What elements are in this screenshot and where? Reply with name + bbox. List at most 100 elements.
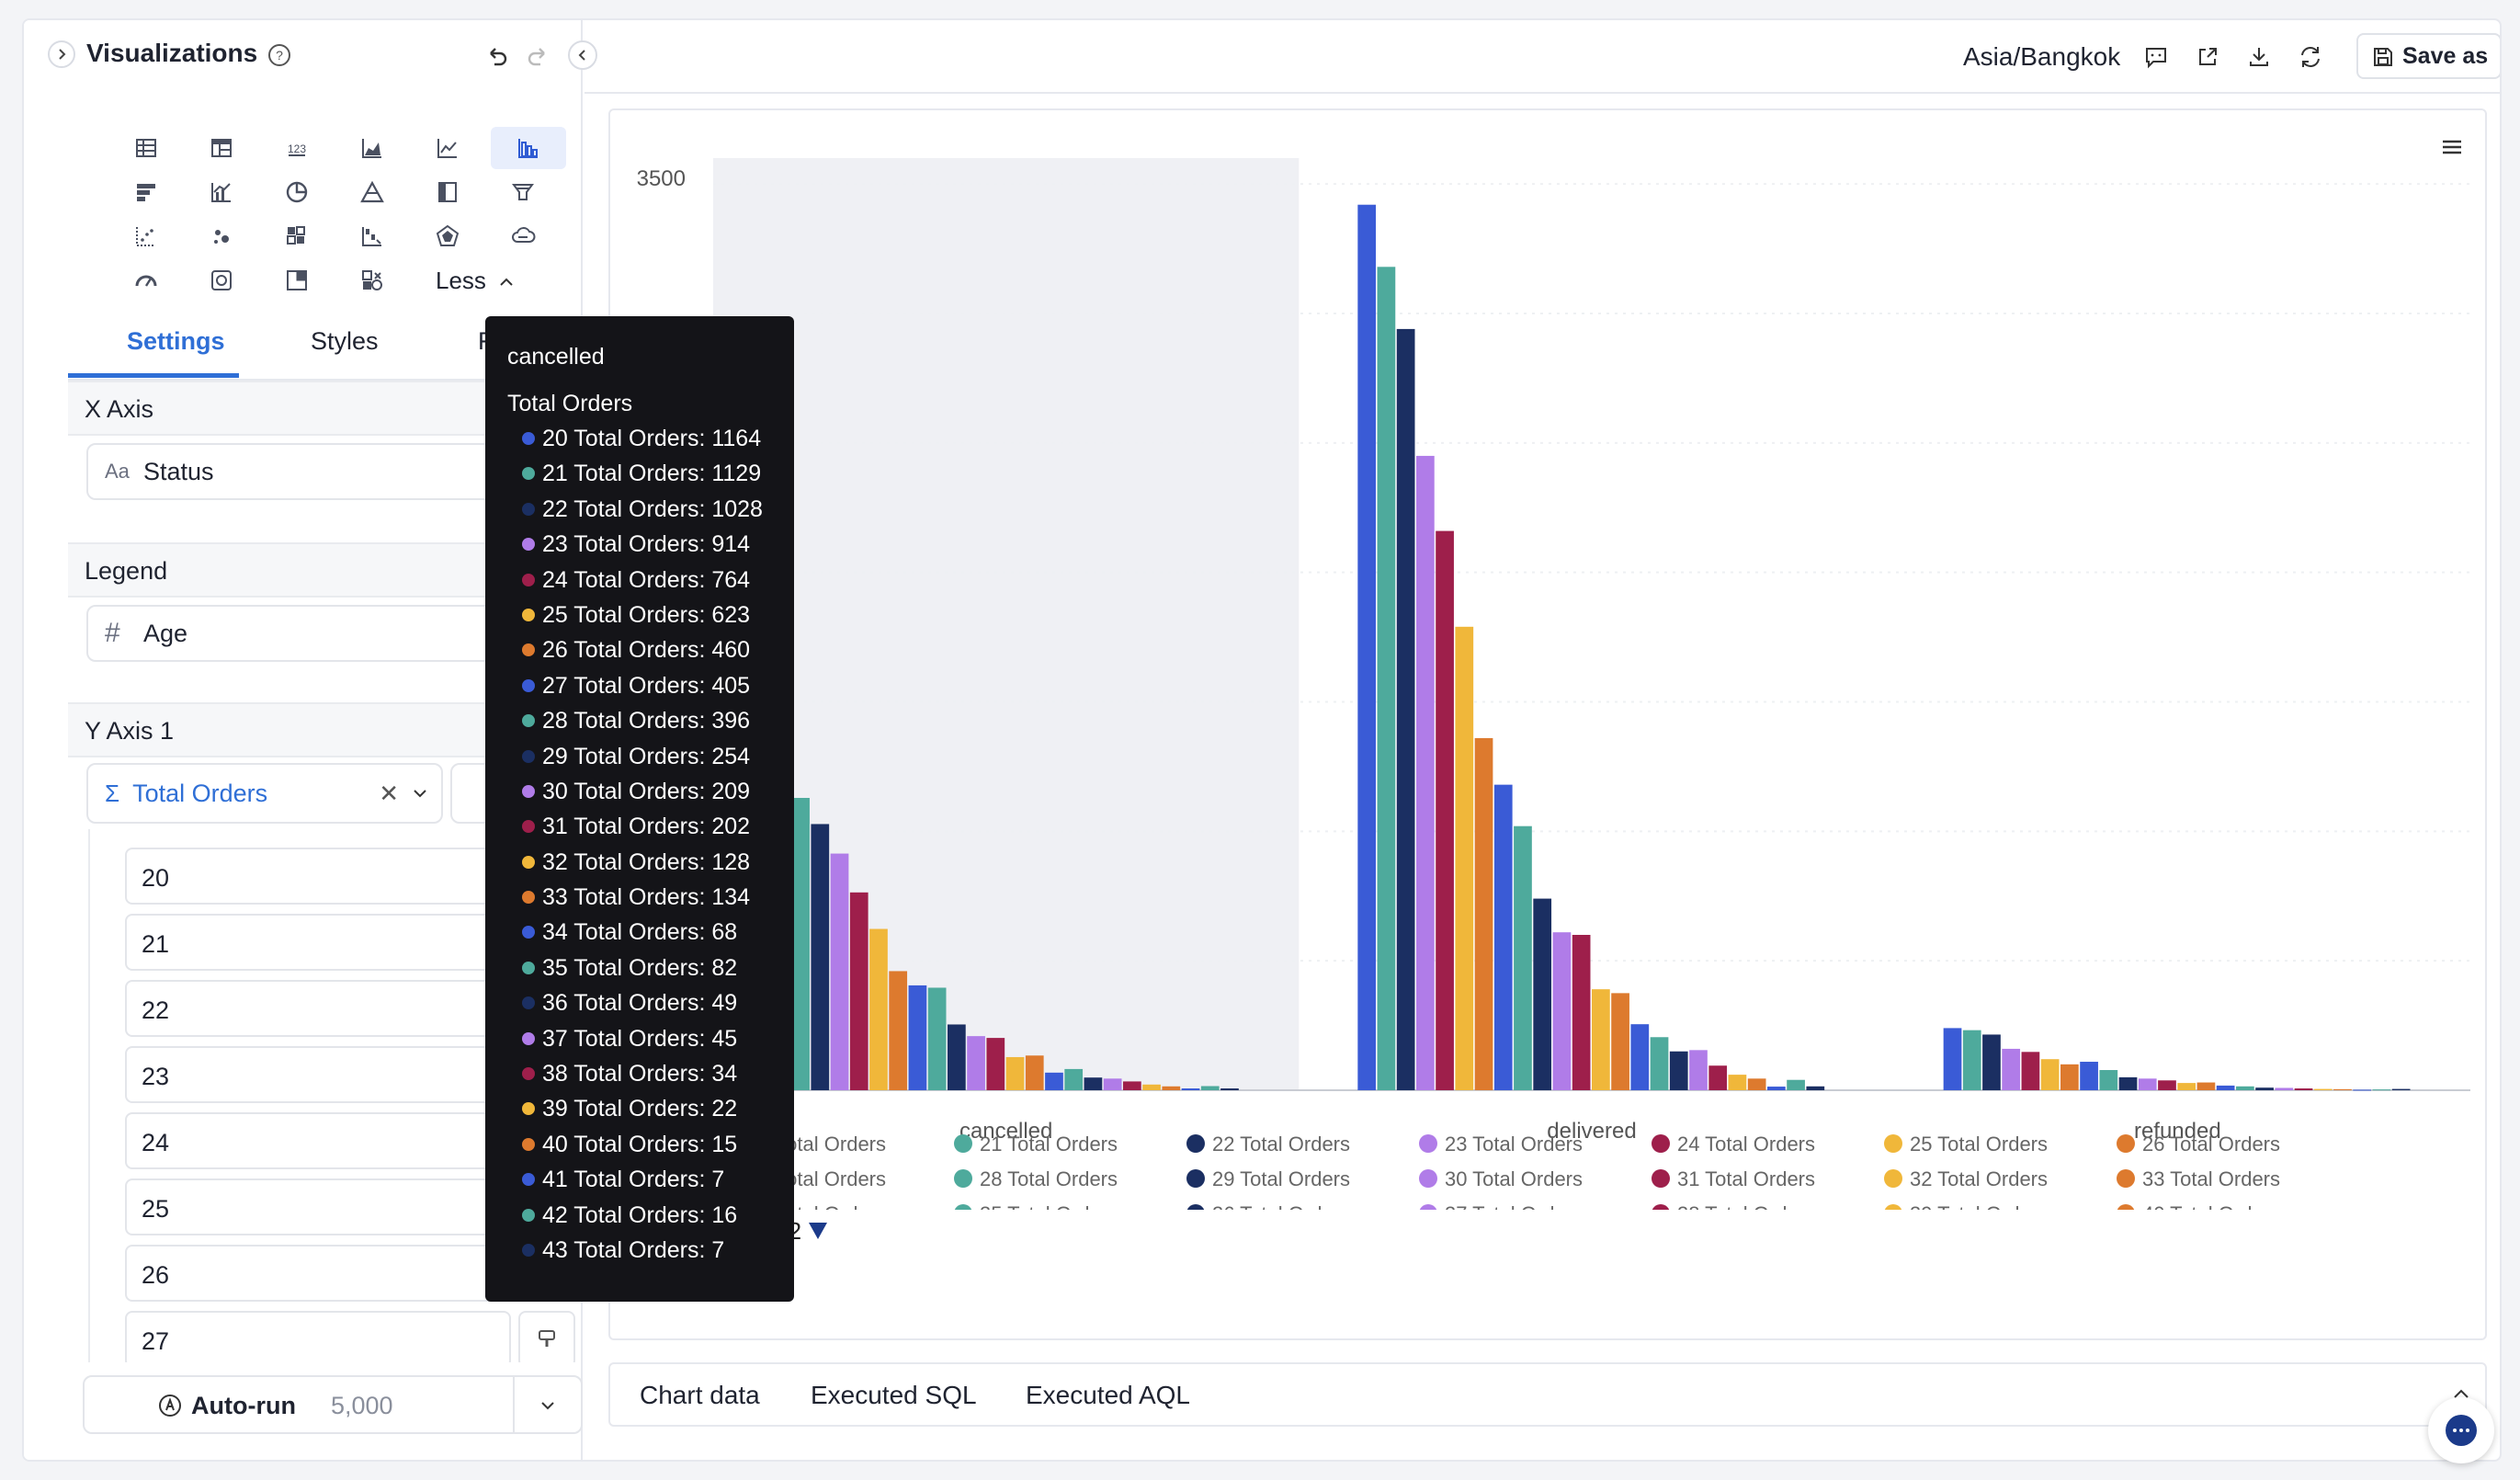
bar[interactable] <box>869 928 888 1090</box>
bar[interactable] <box>2080 1062 2098 1090</box>
bar[interactable] <box>1514 825 1532 1090</box>
funnel-viz-icon[interactable] <box>494 171 551 213</box>
download-button[interactable] <box>2242 40 2276 74</box>
timezone-label[interactable]: Asia/Bangkok <box>1963 42 2121 71</box>
bar[interactable] <box>1103 1078 1122 1090</box>
bar[interactable] <box>1572 935 1591 1090</box>
bar[interactable] <box>2294 1088 2313 1090</box>
y-axis-field[interactable]: Σ Total Orders ✕ <box>86 763 443 824</box>
bar[interactable] <box>1377 267 1396 1090</box>
bar[interactable] <box>1474 737 1493 1090</box>
undo-button[interactable] <box>478 39 515 75</box>
bar[interactable] <box>2216 1085 2235 1090</box>
bar[interactable] <box>2196 1082 2216 1090</box>
list-item[interactable]: 26 <box>125 1245 511 1302</box>
bar[interactable] <box>1728 1075 1747 1090</box>
column-chart-viz-icon[interactable] <box>491 127 566 169</box>
pyramid-viz-icon[interactable] <box>344 171 401 213</box>
bar[interactable] <box>1357 204 1377 1090</box>
legend-label[interactable]: 40 Total Orders <box>2142 1202 2280 1225</box>
bar[interactable] <box>1064 1068 1084 1090</box>
bar[interactable] <box>1005 1056 1025 1090</box>
bar[interactable] <box>1025 1055 1044 1090</box>
list-item[interactable]: 24 <box>125 1112 511 1169</box>
list-item[interactable]: 20 <box>125 848 511 905</box>
bar[interactable] <box>1533 898 1552 1090</box>
bar[interactable] <box>908 985 927 1090</box>
help-icon[interactable]: ? <box>265 40 294 70</box>
scatter-viz-icon[interactable] <box>118 215 175 257</box>
tab-styles[interactable]: Styles <box>311 327 379 355</box>
bar[interactable] <box>1747 1078 1766 1090</box>
pie-chart-viz-icon[interactable] <box>268 171 325 213</box>
autorun-options-button[interactable] <box>539 1394 557 1417</box>
legend-marker[interactable] <box>1884 1169 1902 1188</box>
custom-chart-viz-icon[interactable] <box>344 259 401 302</box>
refresh-button[interactable] <box>2294 40 2327 74</box>
list-item[interactable]: 27 <box>125 1311 511 1362</box>
legend-marker[interactable] <box>954 1169 972 1188</box>
bubble-viz-icon[interactable] <box>193 215 250 257</box>
bar-chart[interactable]: 3500 cancelled delivered refunded 20 Total … <box>610 110 2485 1338</box>
bar[interactable] <box>2060 1064 2079 1090</box>
bar[interactable] <box>967 1036 985 1090</box>
bar[interactable] <box>948 1024 966 1090</box>
autorun-button[interactable]: Auto-run <box>191 1392 296 1419</box>
bar[interactable] <box>1592 989 1610 1090</box>
bar[interactable] <box>1689 1050 1708 1090</box>
legend-label[interactable]: 35 Total Orders <box>980 1202 1118 1225</box>
bar[interactable] <box>830 853 849 1090</box>
legend-label[interactable]: 30 Total Orders <box>1445 1167 1583 1190</box>
bar[interactable] <box>1220 1088 1239 1090</box>
bar[interactable] <box>1142 1084 1161 1090</box>
save-as-button[interactable]: Save as <box>2356 33 2500 79</box>
legend-label[interactable]: 38 Total Orders <box>1677 1202 1815 1225</box>
legend-label[interactable]: 33 Total Orders <box>2142 1167 2280 1190</box>
bar[interactable] <box>2333 1088 2352 1090</box>
bar[interactable] <box>2040 1059 2060 1090</box>
less-toggle[interactable]: Less <box>436 267 515 295</box>
bar[interactable] <box>1084 1077 1103 1090</box>
number-viz-icon[interactable]: 123 <box>268 127 325 169</box>
redo-button[interactable] <box>520 39 557 75</box>
bar[interactable] <box>2021 1052 2040 1090</box>
bar[interactable] <box>1708 1065 1728 1090</box>
bar[interactable] <box>1181 1088 1200 1090</box>
legend-label[interactable]: 24 Total Orders <box>1677 1133 1815 1156</box>
legend-marker[interactable] <box>954 1204 972 1223</box>
legend-marker[interactable] <box>2117 1204 2135 1223</box>
bar[interactable] <box>2313 1088 2333 1090</box>
legend-label[interactable]: 23 Total Orders <box>1445 1133 1583 1156</box>
bar[interactable] <box>927 987 947 1090</box>
bar[interactable] <box>811 824 830 1090</box>
expand-panel-button[interactable] <box>48 40 75 68</box>
chart-menu-button[interactable] <box>2434 129 2470 165</box>
line-chart-viz-icon[interactable] <box>419 127 476 169</box>
metric-sheet-viz-icon[interactable] <box>193 259 250 302</box>
word-cloud-viz-icon[interactable] <box>494 215 551 257</box>
tab-settings[interactable]: Settings <box>127 327 225 355</box>
bar[interactable] <box>1045 1072 1063 1090</box>
legend-marker[interactable] <box>1652 1169 1670 1188</box>
legend-label[interactable]: 31 Total Orders <box>1677 1167 1815 1190</box>
share-button[interactable] <box>2191 40 2224 74</box>
comment-button[interactable] <box>2140 40 2173 74</box>
legend-marker[interactable] <box>1419 1169 1437 1188</box>
bar[interactable] <box>2353 1089 2372 1091</box>
bar[interactable] <box>986 1038 1005 1090</box>
table-viz-icon[interactable] <box>118 127 175 169</box>
bar[interactable] <box>1611 993 1629 1090</box>
legend-marker[interactable] <box>1186 1134 1205 1153</box>
legend-marker[interactable] <box>2117 1134 2135 1153</box>
bar[interactable] <box>1962 1030 1981 1090</box>
legend-label[interactable]: 29 Total Orders <box>1212 1167 1350 1190</box>
bar[interactable] <box>2177 1083 2196 1090</box>
pivot-table-viz-icon[interactable] <box>193 127 250 169</box>
bar[interactable] <box>1767 1087 1786 1090</box>
bar[interactable] <box>2255 1087 2274 1090</box>
bar[interactable] <box>849 892 868 1090</box>
map-viz-icon[interactable] <box>268 259 325 302</box>
bar[interactable] <box>2372 1089 2391 1091</box>
legend-marker[interactable] <box>954 1134 972 1153</box>
radar-viz-icon[interactable] <box>419 215 476 257</box>
